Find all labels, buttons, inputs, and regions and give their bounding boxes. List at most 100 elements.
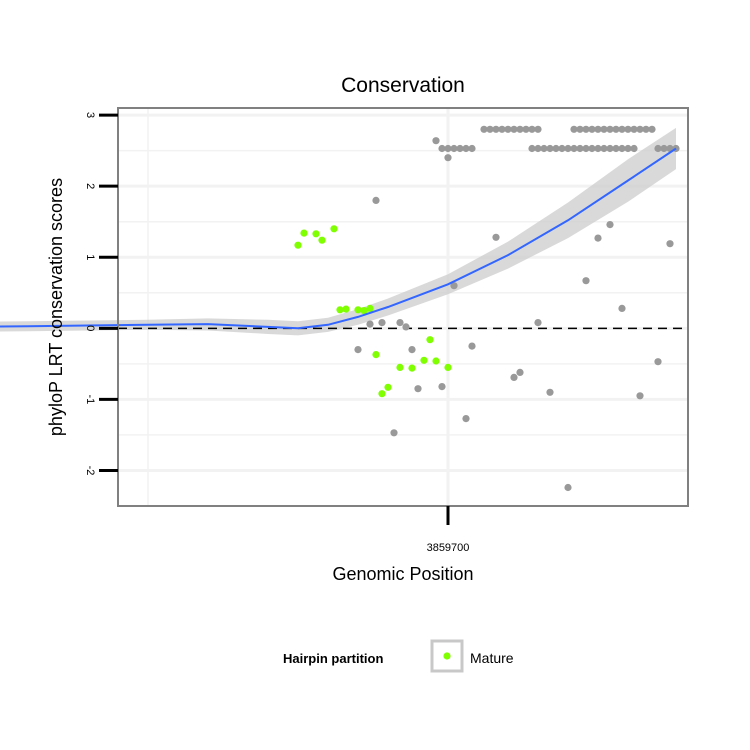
y-tick-label: 0 [84, 325, 96, 331]
point-mature [420, 356, 428, 364]
point-other [492, 233, 500, 241]
point-other [576, 125, 584, 133]
point-mature [354, 306, 362, 314]
point-other [654, 144, 662, 153]
legend: Hairpin partition Mature [283, 639, 514, 673]
legend-title: Hairpin partition [283, 651, 383, 666]
point-other [528, 125, 536, 133]
point-other [618, 144, 626, 153]
panel-border-group [117, 107, 689, 507]
point-mature [378, 390, 386, 398]
point-other [582, 144, 590, 153]
point-mature [366, 304, 374, 312]
y-axis-title: phyloP LRT conservation scores [46, 178, 66, 436]
point-other [498, 125, 506, 133]
point-other [654, 358, 662, 366]
point-other [600, 144, 608, 153]
point-mature [444, 363, 452, 371]
point-mature [408, 364, 416, 372]
point-mature [426, 336, 434, 344]
point-other [630, 144, 638, 153]
point-other [612, 125, 620, 133]
legend-label-mature: Mature [470, 650, 514, 666]
point-other [444, 154, 452, 162]
point-other [588, 144, 596, 153]
point-mature [396, 363, 404, 371]
point-other [534, 125, 542, 133]
point-other [504, 125, 512, 133]
point-other [396, 319, 404, 327]
confidence-band-group [0, 127, 676, 336]
y-tick-label: 2 [84, 183, 96, 189]
y-tick-label: 1 [84, 254, 96, 260]
point-other [540, 144, 548, 153]
panel-border [117, 107, 689, 507]
y-tick-label: 3 [84, 112, 96, 118]
point-other [366, 320, 374, 328]
point-other [354, 346, 362, 354]
point-other [468, 144, 476, 153]
point-other [522, 125, 530, 133]
point-other [582, 277, 590, 285]
point-other [606, 221, 614, 229]
point-mature [312, 230, 320, 238]
point-other [378, 319, 386, 327]
point-other [570, 125, 578, 133]
point-other [570, 144, 578, 153]
point-other [624, 144, 632, 153]
confidence-band [0, 127, 676, 336]
legend-key-mature-dot [443, 652, 451, 660]
point-other [660, 144, 668, 153]
point-mature [336, 306, 344, 314]
point-other [402, 323, 410, 331]
point-other [528, 144, 536, 153]
point-other [546, 388, 554, 396]
points-group [294, 125, 680, 492]
axis-ticks: -2-1012338598003859700 [84, 112, 469, 554]
point-other [552, 144, 560, 153]
point-other [516, 125, 524, 133]
point-other [636, 125, 644, 133]
point-other [462, 144, 470, 153]
point-mature [432, 357, 440, 365]
point-mature [342, 305, 350, 313]
point-other [636, 392, 644, 400]
point-other [450, 282, 458, 290]
point-other [462, 415, 470, 423]
point-other [618, 125, 626, 133]
point-other [582, 125, 590, 133]
point-mature [372, 351, 380, 359]
point-other [600, 125, 608, 133]
point-other [372, 196, 380, 204]
point-other [606, 144, 614, 153]
point-other [594, 125, 602, 133]
point-other [438, 144, 446, 153]
point-other [630, 125, 638, 133]
point-other [486, 125, 494, 133]
point-other [456, 144, 464, 153]
chart-title: Conservation [341, 74, 465, 97]
point-other [492, 125, 500, 133]
point-mature [330, 225, 338, 233]
point-other [408, 346, 416, 354]
point-other [588, 125, 596, 133]
point-other [510, 373, 518, 381]
point-other [438, 383, 446, 391]
point-other [666, 240, 674, 248]
point-other [594, 234, 602, 242]
point-other [648, 125, 656, 133]
point-other [534, 319, 542, 327]
point-other [432, 137, 440, 145]
point-other [564, 483, 572, 492]
point-other [624, 125, 632, 133]
point-mature [300, 229, 308, 237]
point-mature [294, 241, 302, 249]
point-other [468, 342, 476, 350]
point-other [564, 144, 572, 153]
point-mature [384, 383, 392, 391]
point-other [546, 144, 554, 153]
point-other [594, 144, 602, 153]
point-other [414, 385, 422, 393]
point-other [558, 144, 566, 153]
